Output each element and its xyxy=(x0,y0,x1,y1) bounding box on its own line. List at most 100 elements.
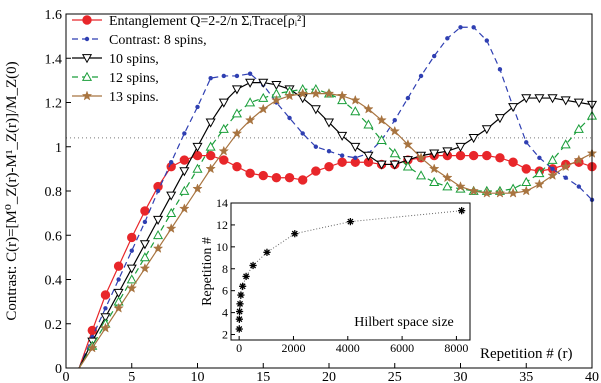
data-point xyxy=(481,125,492,135)
data-point xyxy=(455,142,466,152)
data-point xyxy=(337,95,348,105)
data-point xyxy=(165,223,177,234)
data-point xyxy=(428,163,440,174)
data-point xyxy=(153,230,164,240)
data-point xyxy=(219,155,229,165)
inset-x-tick-label: 8000 xyxy=(444,341,468,355)
data-point xyxy=(113,302,124,313)
legend: Entanglement Q=2-2/n ΣᵢTrace[ρᵢ²] Contras… xyxy=(72,14,306,105)
inset-y-tick-label: 4 xyxy=(222,306,228,320)
data-point xyxy=(179,185,190,195)
data-point xyxy=(87,325,98,336)
data-point xyxy=(363,119,374,129)
data-point xyxy=(257,103,269,114)
inset-x-tick-label: 4000 xyxy=(336,341,360,355)
data-point xyxy=(284,173,295,183)
data-point xyxy=(245,97,256,107)
data-point xyxy=(218,145,230,156)
data-point xyxy=(521,94,532,104)
data-point xyxy=(205,118,216,128)
data-point xyxy=(298,175,308,185)
series-layer xyxy=(78,25,598,369)
data-point xyxy=(455,150,466,161)
inset-y-tick-label: 6 xyxy=(222,284,228,298)
data-point xyxy=(235,307,244,316)
data-point xyxy=(231,127,243,138)
data-point xyxy=(497,67,503,72)
data-point xyxy=(242,272,250,281)
data-point xyxy=(442,147,453,157)
data-point xyxy=(258,92,269,102)
data-point xyxy=(429,149,440,159)
data-point xyxy=(258,170,268,181)
inset-chart: 0 2000 4000 6000 8000 2 4 6 8 10 12 14 Repetition #… xyxy=(200,196,471,355)
series-line xyxy=(78,81,593,369)
data-point xyxy=(244,114,256,125)
data-point xyxy=(179,167,190,177)
data-point xyxy=(139,262,151,273)
data-point xyxy=(237,291,245,299)
data-point xyxy=(235,315,243,323)
data-point xyxy=(81,71,93,81)
x-tick-label: 20 xyxy=(322,370,336,383)
inset-y-tick-label: 14 xyxy=(216,196,228,210)
data-point xyxy=(195,104,200,110)
data-point xyxy=(392,118,397,123)
inset-fit-line xyxy=(238,210,462,330)
data-point xyxy=(208,75,213,81)
data-point xyxy=(245,78,256,88)
data-point xyxy=(218,123,229,133)
data-point xyxy=(234,73,240,79)
data-point xyxy=(87,342,98,353)
y-axis-label: Contrast: C(r)=[M⁰_Z(r)-M¹_Z(r)]/M_Z(0) xyxy=(4,61,20,320)
data-point xyxy=(550,166,555,172)
data-point xyxy=(323,118,335,128)
data-point xyxy=(192,163,203,173)
x-tick-label: 5 xyxy=(128,370,135,383)
data-point xyxy=(310,105,321,115)
data-point xyxy=(142,219,148,225)
data-point xyxy=(218,98,229,108)
data-point xyxy=(389,148,400,158)
y-tick-label: 1.2 xyxy=(45,97,63,112)
data-point xyxy=(389,160,400,170)
data-point xyxy=(458,207,466,215)
data-point xyxy=(139,252,150,262)
data-point xyxy=(113,261,124,271)
data-point xyxy=(376,160,387,170)
series-4 xyxy=(78,88,598,369)
legend-entry: 10 spins, xyxy=(72,52,159,67)
inset-x-tick-label: 6000 xyxy=(390,341,414,355)
legend-entry: 13 spins. xyxy=(72,90,159,105)
data-point xyxy=(471,25,476,30)
inset-y-tick-label: 12 xyxy=(216,218,228,232)
legend-entry: Entanglement Q=2-2/n ΣᵢTrace[ρᵢ²] xyxy=(72,14,306,29)
legend-label: 10 spins, xyxy=(109,52,159,67)
data-point xyxy=(534,168,545,178)
y-tick-label: 0.4 xyxy=(45,274,63,289)
data-point xyxy=(481,187,493,198)
series-line xyxy=(78,93,593,369)
data-point xyxy=(236,300,244,308)
data-point xyxy=(249,261,257,270)
data-point xyxy=(521,176,532,187)
data-point xyxy=(482,150,492,161)
y-tick-label: 0.8 xyxy=(45,185,63,200)
data-point xyxy=(415,152,427,163)
data-point xyxy=(313,144,319,149)
data-point xyxy=(432,53,437,59)
data-point xyxy=(166,207,177,217)
legend-label: Entanglement Q=2-2/n ΣᵢTrace[ρᵢ²] xyxy=(109,14,306,29)
inset-y-tick-label: 10 xyxy=(216,240,228,254)
data-point xyxy=(576,184,582,189)
data-point xyxy=(458,25,463,30)
data-point xyxy=(376,114,387,125)
y-tick-label: 0 xyxy=(55,362,62,377)
legend-label: Contrast: 8 spins, xyxy=(109,33,207,48)
data-point xyxy=(245,168,255,179)
data-point xyxy=(495,153,505,163)
data-point xyxy=(389,125,401,136)
data-point xyxy=(81,90,93,101)
data-point xyxy=(455,181,466,192)
data-point xyxy=(81,54,93,64)
